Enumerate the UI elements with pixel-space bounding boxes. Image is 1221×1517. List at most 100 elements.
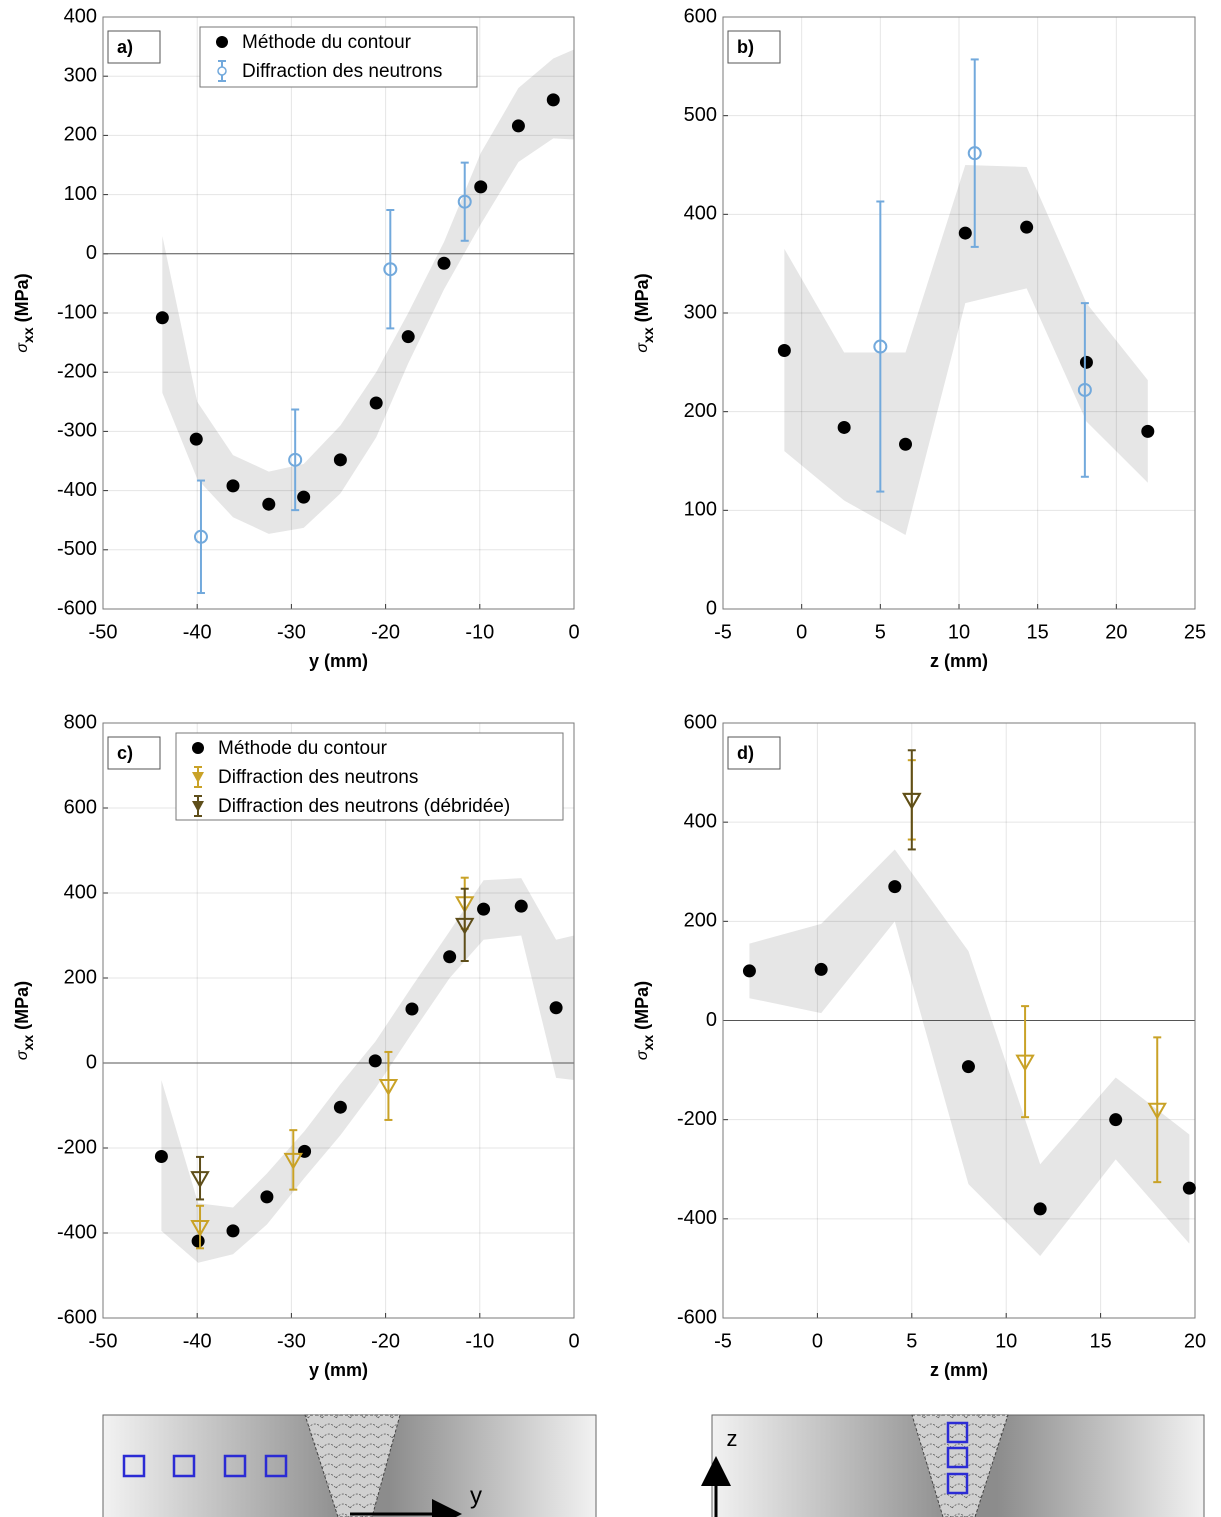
y-tick-label: -200 (677, 1108, 717, 1130)
data-point (189, 432, 203, 446)
y-tick-label: 800 (64, 711, 97, 733)
y-tick-label: -100 (57, 301, 97, 323)
data-point (902, 792, 922, 810)
panel-label-box (107, 736, 161, 770)
x-axis-label: y (mm) (309, 651, 368, 671)
x-tick-label: 0 (796, 621, 807, 643)
x-tick-label: -20 (371, 1330, 400, 1352)
legend-marker (216, 36, 228, 48)
error-bar (460, 887, 469, 962)
data-point (1033, 1202, 1047, 1216)
data-point (814, 962, 828, 976)
error-bar (196, 479, 205, 595)
panel-label: c) (117, 743, 133, 763)
y-tick-label: 500 (684, 104, 717, 126)
legend-marker (217, 66, 227, 76)
legend-label: Diffraction des neutrons (débridée) (218, 796, 510, 817)
x-tick-label: -50 (89, 1330, 118, 1352)
data-point (873, 339, 888, 354)
data-point (190, 1171, 210, 1189)
data-point (333, 1100, 347, 1114)
data-point (967, 146, 982, 161)
y-tick-label: 100 (684, 499, 717, 521)
legend-marker (192, 742, 204, 754)
y-axis-label: σxx (MPa) (632, 981, 656, 1060)
y-tick-label: -600 (677, 1306, 717, 1328)
y-tick-label: 400 (684, 203, 717, 225)
error-bar (1153, 1036, 1162, 1184)
data-point (190, 1220, 210, 1238)
data-point (378, 1078, 399, 1096)
y-tick-label: -600 (57, 1306, 97, 1328)
data-point (1079, 355, 1093, 369)
x-tick-label: -5 (714, 621, 732, 643)
y-axis-subscript: xx (640, 327, 656, 343)
axis-arrow-label: y (470, 1482, 482, 1509)
x-tick-label: -10 (465, 1330, 494, 1352)
data-point (383, 262, 398, 277)
legend-label: Méthode du contour (218, 738, 388, 759)
y-axis-subscript: xx (640, 1035, 656, 1051)
y-tick-label: 600 (684, 711, 717, 733)
x-tick-label: 0 (812, 1330, 823, 1352)
uncertainty-band (161, 878, 575, 1263)
data-point (401, 330, 415, 344)
x-tick-label: -10 (465, 621, 494, 643)
data-point (1020, 220, 1034, 234)
y-tick-label: 400 (684, 810, 717, 832)
data-point (260, 1190, 274, 1204)
uncertainty-band (749, 849, 1190, 1257)
error-bar (907, 749, 916, 851)
axis-arrow-label: z (727, 1426, 738, 1451)
legend-box (199, 26, 478, 88)
data-point (511, 119, 525, 133)
axes-box (102, 722, 575, 1319)
y-tick-label: -400 (57, 1221, 97, 1243)
y-tick-label: 0 (86, 242, 97, 264)
y-tick-label: -400 (677, 1207, 717, 1229)
data-point (369, 396, 383, 410)
data-point (154, 1150, 168, 1163)
data-point (477, 902, 491, 916)
schematic-left: y (102, 1414, 597, 1517)
y-tick-label: 400 (64, 881, 97, 903)
y-tick-label: -200 (57, 360, 97, 382)
x-tick-label: 0 (568, 621, 579, 643)
data-point (333, 453, 347, 467)
x-tick-label: 20 (1105, 621, 1127, 643)
error-bar (196, 1155, 205, 1201)
data-point (226, 479, 240, 493)
x-tick-label: 15 (1027, 621, 1049, 643)
x-tick-label: -40 (183, 1330, 212, 1352)
x-tick-label: 0 (568, 1330, 579, 1352)
data-point (455, 917, 475, 935)
axes-box (722, 722, 1196, 1319)
data-point (546, 93, 560, 107)
uncertainty-band (162, 49, 574, 534)
x-tick-label: 10 (995, 1330, 1017, 1352)
data-point (474, 180, 488, 194)
x-tick-label: 10 (948, 621, 970, 643)
data-point (191, 1234, 205, 1248)
y-axis-symbol: σ (634, 1049, 651, 1060)
data-point (1141, 424, 1155, 438)
legend-label: Diffraction des neutrons (242, 61, 442, 82)
error-bar (291, 408, 300, 512)
data-point (457, 194, 472, 209)
y-axis-subscript: xx (20, 1035, 36, 1051)
axes-box (722, 16, 1196, 610)
legend: Méthode du contour Diffraction des neutro… (175, 732, 564, 821)
y-tick-label: -600 (57, 597, 97, 619)
error-bar (196, 1204, 205, 1250)
y-axis-label: σxx (MPa) (12, 273, 36, 352)
x-tick-label: 20 (1184, 1330, 1206, 1352)
x-tick-label: -20 (371, 621, 400, 643)
y-axis-symbol: σ (634, 342, 651, 353)
y-axis-unit: (MPa) (12, 273, 32, 322)
error-bar (1080, 302, 1089, 478)
x-tick-label: 15 (1089, 1330, 1111, 1352)
y-tick-label: 0 (706, 1009, 717, 1031)
y-axis-symbol: σ (14, 342, 31, 353)
panel-label-box (107, 30, 161, 64)
